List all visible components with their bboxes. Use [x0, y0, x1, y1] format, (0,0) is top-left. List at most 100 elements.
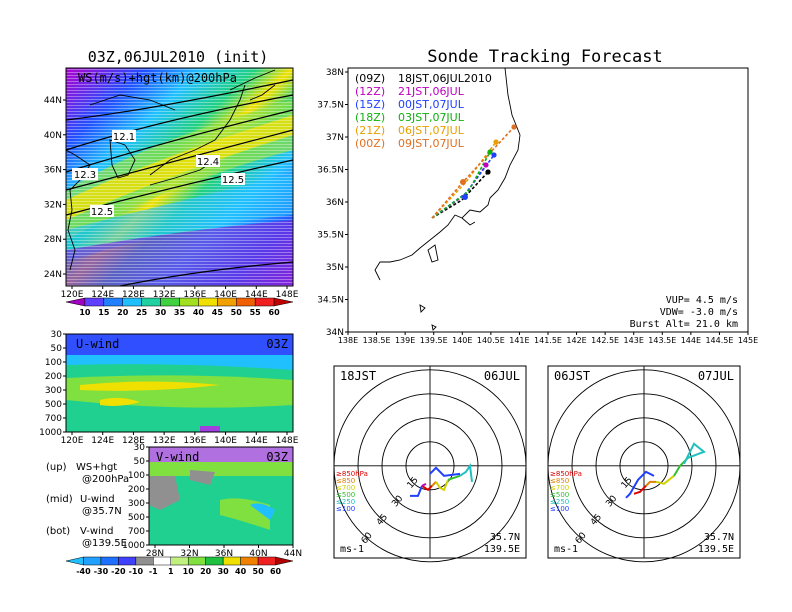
- colorbar-tick: 25: [136, 308, 148, 317]
- left-title: 03Z,06JUL2010 (init): [88, 48, 269, 66]
- axis-tick-label: 44N: [44, 96, 62, 106]
- colorbar-tick: 30: [218, 567, 230, 576]
- legend-time: (00Z): [355, 137, 385, 150]
- hodo-level: ≤700: [550, 484, 569, 492]
- axis-tick-label: 148E: [276, 436, 299, 446]
- axis-tick-label: 24N: [44, 270, 62, 280]
- axis-tick-label: 44N: [284, 549, 302, 559]
- colorbar-tick: 50: [253, 567, 265, 576]
- colorbar-tick: 50: [231, 308, 243, 317]
- axis-tick-label: 700: [45, 414, 62, 424]
- uv-colorbar: -40 -30 -20 -10 -1 1 10 20 30 40 50 60: [65, 556, 294, 576]
- axis-tick-label: 139.5E: [420, 336, 448, 345]
- axis-tick-label: 36.5N: [317, 166, 344, 176]
- hodo-level: ≤100: [336, 505, 355, 513]
- axis-tick-label: 35N: [326, 263, 344, 273]
- legend-label: 00JST,07JUL: [398, 98, 465, 111]
- axis-tick-label: 37N: [326, 133, 344, 143]
- colorbar-tick: 1: [168, 567, 174, 576]
- axis-tick-label: 28N: [44, 235, 62, 245]
- legend-time: (18Z): [355, 111, 385, 124]
- hodo-lat: 35.7N: [704, 532, 734, 543]
- axis-tick-label: 136E: [183, 290, 206, 300]
- u-pressure-axis: 30 50 100 200 300 500 700 1000: [39, 330, 66, 438]
- axis-tick-label: 37.5N: [317, 101, 344, 111]
- axis-tick-label: 143E: [624, 336, 644, 345]
- axis-tick-label: 38N: [326, 68, 344, 78]
- colorbar-tick: -10: [129, 567, 144, 576]
- ws-map-label: WS(m/s)+hgt(km)@200hPa: [78, 71, 237, 85]
- axis-tick-label: 40N: [249, 549, 267, 559]
- legend-time: (15Z): [355, 98, 385, 111]
- colorbar-tick: -1: [149, 567, 158, 576]
- hodo-level: ≤250: [336, 498, 355, 506]
- ws-hgt-map: WS(m/s)+hgt(km)@200hPa 12.1 12.3 12.4 12…: [44, 67, 299, 300]
- u-wind-time: 03Z: [266, 337, 288, 351]
- panel-notes: (up) WS+hgt @200hPa (mid) U-wind @35.7N …: [46, 462, 129, 549]
- hodo-level: ≤850: [336, 477, 355, 485]
- hodo-level: ≤500: [336, 491, 355, 499]
- u-wind-label: U-wind: [76, 337, 119, 351]
- axis-tick-label: 32N: [44, 200, 62, 210]
- contour-label: 12.5: [91, 207, 113, 218]
- axis-tick-label: 300: [45, 386, 62, 396]
- axis-tick-label: 136E: [183, 436, 206, 446]
- axis-tick-label: 500: [128, 513, 145, 523]
- map1-lat-axis: 44N 40N 36N 32N 28N 24N: [44, 96, 66, 280]
- axis-tick-label: 140.5E: [477, 336, 505, 345]
- hodo-unit: ms-1: [340, 544, 364, 555]
- colorbar-tick: 60: [270, 567, 282, 576]
- axis-tick-label: 34.5N: [317, 296, 344, 306]
- v-wind-panel: V-wind 03Z 30 50 100 200 300 500 700 1000 28N 32…: [122, 443, 302, 559]
- axis-tick-label: 140E: [214, 290, 237, 300]
- legend-label: 18JST,06JUL2010: [398, 72, 492, 85]
- hodo-level: ≤850: [550, 477, 569, 485]
- axis-tick-label: 36N: [215, 549, 233, 559]
- axis-tick-label: 120E: [61, 436, 84, 446]
- legend-label: 03JST,07JUL: [398, 111, 465, 124]
- axis-tick-label: 34N: [326, 328, 344, 338]
- note-tag: (up): [46, 462, 67, 473]
- axis-tick-label: 139E: [395, 336, 415, 345]
- v-wind-label: V-wind: [156, 450, 199, 464]
- hodo-lon: 139.5E: [698, 544, 734, 555]
- hodo-level: ≥850hPa: [336, 470, 368, 478]
- axis-tick-label: 124E: [91, 290, 114, 300]
- axis-tick-label: 100: [45, 358, 62, 368]
- axis-tick-label: 128E: [122, 290, 145, 300]
- burst-text: Burst Alt= 21.0 km: [630, 319, 738, 330]
- axis-tick-label: 36N: [326, 198, 344, 208]
- colorbar-tick: 10: [183, 567, 195, 576]
- axis-tick-label: 300: [128, 499, 145, 509]
- hodo-level: ≥850hPa: [550, 470, 582, 478]
- axis-tick-label: 28N: [146, 549, 164, 559]
- colorbar-tick: 10: [79, 308, 91, 317]
- main-title: Sonde Tracking Forecast: [427, 47, 662, 67]
- colorbar-tick: 40: [235, 567, 247, 576]
- axis-tick-label: 142.5E: [591, 336, 619, 345]
- axis-tick-label: 40N: [44, 131, 62, 141]
- legend-label: 09JST,07JUL: [398, 137, 465, 150]
- axis-tick-label: 138.5E: [363, 336, 391, 345]
- hodo-date: 07JUL: [698, 369, 734, 383]
- axis-tick-label: 144.5E: [705, 336, 733, 345]
- note-text: U-wind: [80, 494, 115, 505]
- axis-tick-label: 148E: [276, 290, 299, 300]
- u-lon-axis: 120E 124E 128E 132E 136E 140E 144E 148E: [61, 432, 299, 446]
- hodo-level: ≤100: [550, 505, 569, 513]
- axis-tick-label: 141.5E: [534, 336, 562, 345]
- colorbar-tick: 55: [250, 308, 262, 317]
- axis-tick-label: 32N: [180, 549, 198, 559]
- track-map: (09Z) 18JST,06JUL2010 (12Z) 21JST,06JUL (15Z…: [317, 67, 758, 345]
- note-tag: (bot): [46, 526, 70, 537]
- vup-text: VUP= 4.5 m/s: [666, 295, 738, 306]
- legend-label: 06JST,07JUL: [398, 124, 465, 137]
- axis-tick-label: 145E: [738, 336, 758, 345]
- colorbar-tick: 35: [174, 308, 186, 317]
- hodo-lon: 139.5E: [484, 544, 520, 555]
- colorbar-tick: 15: [98, 308, 110, 317]
